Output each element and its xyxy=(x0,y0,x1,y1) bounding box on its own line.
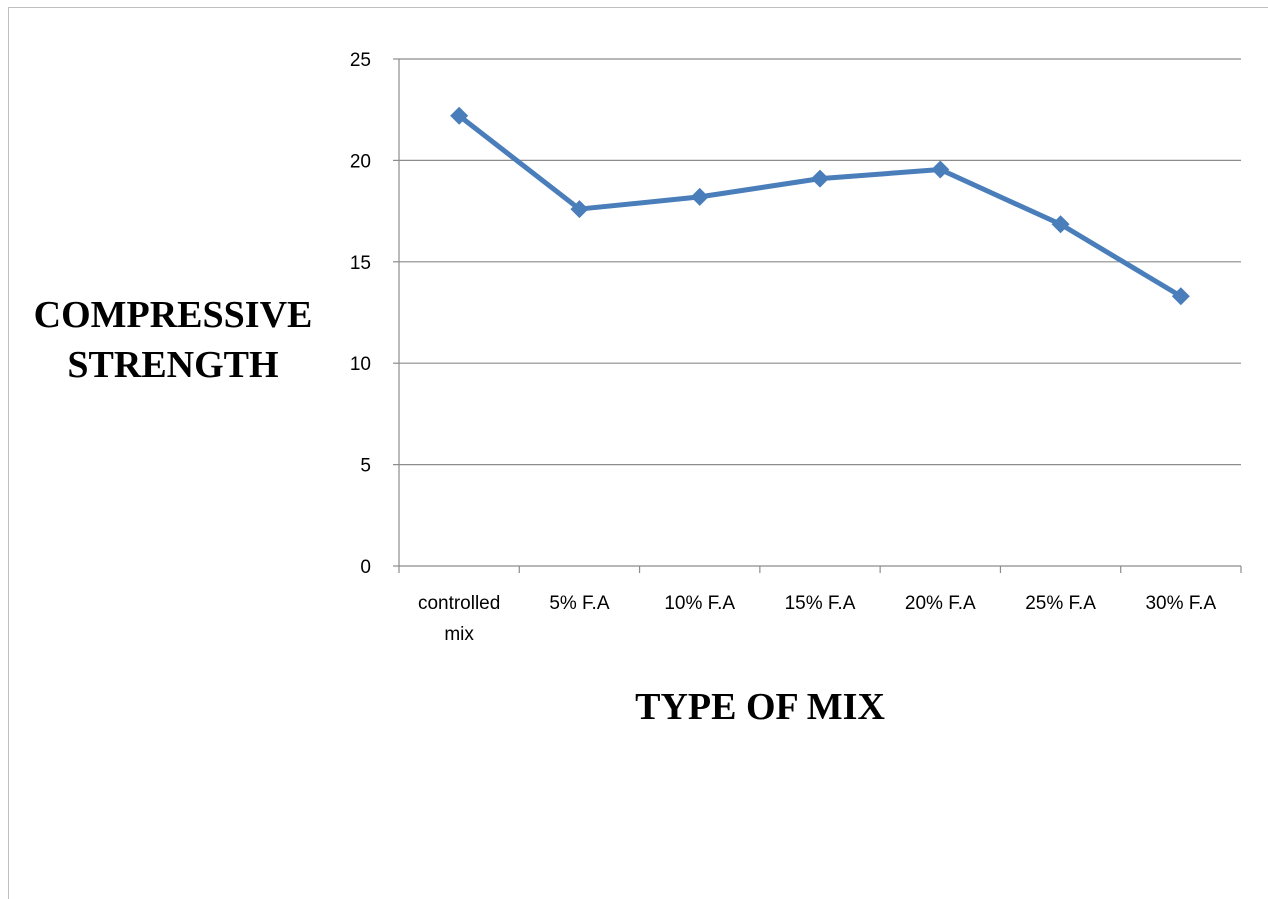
x-tick-label: controlled mix xyxy=(418,593,500,645)
x-tick-labels: controlled mix 5% F.A 10% F.A 15% F.A 20% F.A… xyxy=(418,593,1217,645)
y-tick-label: 15 xyxy=(350,253,371,274)
data-point xyxy=(450,106,469,125)
data-point xyxy=(931,160,950,179)
y-tick-label: 0 xyxy=(360,557,371,578)
x-tick-label: 25% F.A xyxy=(1025,593,1096,614)
y-tick-label: 25 xyxy=(350,50,371,71)
axes xyxy=(393,58,1242,573)
data-point xyxy=(690,187,709,206)
data-point xyxy=(1171,287,1190,306)
data-point xyxy=(1051,215,1070,234)
series-line xyxy=(457,113,1183,299)
page-frame-left xyxy=(8,7,9,899)
page-frame-top xyxy=(8,7,1268,8)
x-tick-label: 30% F.A xyxy=(1145,593,1216,614)
data-series xyxy=(450,106,1190,306)
y-axis-title: COMPRESSIVE STRENGTH xyxy=(34,294,313,386)
y-tick-label: 5 xyxy=(360,456,371,477)
y-tick-label: 10 xyxy=(350,354,371,375)
gridlines xyxy=(399,58,1241,466)
data-point xyxy=(811,169,829,188)
x-axis-title: TYPE OF MIX xyxy=(635,686,885,728)
y-tick-label: 20 xyxy=(350,151,371,172)
x-tick-label: 20% F.A xyxy=(905,593,976,614)
x-tick-label: 10% F.A xyxy=(664,593,735,614)
y-tick-labels: 0 5 10 15 20 25 xyxy=(350,50,371,578)
x-tick-label: 5% F.A xyxy=(549,593,610,614)
x-tick-label: 15% F.A xyxy=(785,593,856,614)
data-point xyxy=(570,200,589,219)
